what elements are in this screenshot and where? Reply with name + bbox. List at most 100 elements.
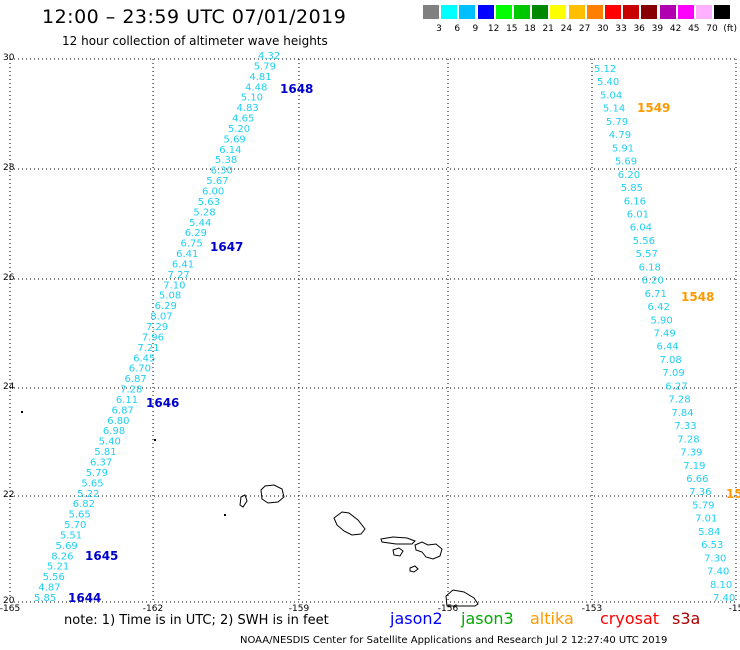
swh-value: 7.84: [671, 408, 693, 419]
swh-value: 7.28: [677, 434, 699, 445]
swh-value: 6.87: [124, 374, 146, 385]
swh-value: 5.38: [215, 155, 237, 166]
swh-value: 7.01: [695, 514, 717, 525]
swh-value: 5.67: [206, 176, 228, 187]
axis-labels: -165 -162 -159 -156 -153 -15 30 28 26 24 22 20: [0, 53, 740, 614]
islet-dot: [21, 411, 23, 413]
swh-value: 5.22: [77, 489, 99, 500]
altimeter-track-west: 4.325.794.814.485.104.834.655.205.696.14…: [34, 51, 313, 605]
swh-value: 6.04: [630, 223, 652, 234]
swh-value: 6.20: [618, 170, 640, 181]
swh-value: 5.85: [621, 183, 643, 194]
swh-value: 5.85: [34, 593, 56, 604]
swh-value: 7.40: [713, 593, 735, 604]
color-scale-label: 39: [651, 24, 664, 34]
molokai-island: [380, 536, 416, 545]
swh-value: 6.80: [107, 416, 129, 427]
islet-dot: [154, 439, 156, 441]
lon-tick-label: -165: [0, 604, 20, 614]
legend-altika: altika: [530, 609, 574, 628]
swh-value: 5.69: [224, 134, 246, 145]
small-islets: [21, 411, 226, 516]
swh-value: 5.79: [606, 117, 628, 128]
swh-value: 7.29: [146, 322, 168, 333]
swh-value: 4.32: [258, 51, 280, 62]
color-scale-label: 42: [669, 24, 682, 34]
hawaii-island: [445, 589, 479, 607]
color-swatch: [514, 5, 530, 19]
altimeter-track-east: 5.12 5.40 5.04 5.14 5.79 4.79 5.91 5.69 6.20 5.85…: [594, 64, 740, 604]
color-swatch: [568, 5, 585, 19]
swh-value: 5.65: [68, 510, 90, 521]
legend-cryosat: cryosat: [600, 609, 660, 628]
swh-value: 6.45: [133, 353, 155, 364]
swh-value: 6.27: [665, 381, 687, 392]
color-swatch: [677, 5, 694, 19]
swh-value: 6.29: [185, 228, 207, 239]
swh-value: 4.48: [245, 82, 267, 93]
color-swatch: [659, 5, 676, 19]
color-scale-label: 12: [487, 24, 500, 34]
swh-value: 6.66: [686, 474, 708, 485]
swh-value: 6.71: [645, 289, 667, 300]
swh-value: 5.79: [692, 500, 714, 511]
swh-value: 5.21: [47, 562, 69, 573]
lat-tick-label: 22: [3, 490, 14, 500]
swh-value: 6.82: [73, 499, 95, 510]
color-scale-label: 21: [542, 24, 554, 34]
swh-value: 6.37: [90, 458, 112, 469]
pass-time-label: 1648: [280, 82, 313, 96]
swh-value: 4.87: [38, 583, 60, 594]
swh-value: 5.63: [198, 197, 220, 208]
color-swatch: [550, 5, 567, 19]
swh-value: 5.90: [651, 315, 673, 326]
swh-value: 6.44: [656, 342, 678, 353]
map-grid: [9, 58, 737, 603]
swh-value: 5.12: [594, 64, 616, 75]
swh-value: 6.14: [219, 145, 241, 156]
swh-value: 6.70: [129, 364, 151, 375]
color-swatch: [623, 5, 640, 19]
swh-value: 6.29: [155, 301, 177, 312]
lanai-island: [392, 547, 404, 557]
swh-value: 5.81: [94, 447, 116, 458]
color-scale-label: 30: [597, 24, 609, 34]
map-title: 12:00 – 23:59 UTC 07/01/2019: [42, 6, 347, 28]
swh-value: 5.79: [254, 61, 276, 72]
swh-value: 5.51: [60, 530, 82, 541]
color-scale-label: 36: [633, 24, 645, 34]
swh-value: 7.36: [689, 487, 711, 498]
swh-value: 4.65: [232, 114, 254, 125]
color-scale-label: 33: [615, 24, 627, 34]
swh-value: 8.26: [51, 551, 73, 562]
color-swatch: [495, 5, 512, 19]
swh-value: 5.44: [189, 218, 211, 229]
lon-tick-label: -15: [729, 604, 740, 614]
lon-tick-label: -156: [438, 604, 459, 614]
swh-value: 6.42: [648, 302, 670, 313]
footer-note: note: 1) Time is in UTC; 2) SWH is in fe…: [64, 613, 329, 628]
swh-value: 4.83: [236, 103, 258, 114]
swh-value: 5.14: [603, 104, 625, 115]
pass-time-label: 1646: [146, 396, 179, 410]
color-scale-label: 9: [472, 24, 479, 34]
pass-time-label: 15: [726, 487, 740, 501]
lat-tick-label: 28: [3, 163, 15, 173]
niihau-island: [239, 494, 248, 508]
swh-value: 5.10: [241, 93, 263, 104]
swh-value: 5.56: [43, 572, 65, 583]
swh-value: 6.11: [116, 395, 138, 406]
swh-value: 6.30: [211, 166, 233, 177]
swh-value: 7.08: [659, 355, 681, 366]
swh-value: 5.91: [612, 143, 634, 154]
swh-value: 5.40: [597, 77, 619, 88]
swh-value: 6.00: [202, 187, 224, 198]
color-swatch: [696, 5, 712, 19]
legend-jason2: jason2: [390, 609, 443, 628]
lat-tick-label: 24: [3, 382, 15, 392]
hawaiian-islands: [239, 484, 479, 607]
swh-value: 6.87: [112, 405, 134, 416]
color-swatch: [441, 5, 458, 19]
color-scale-label: 70: [706, 24, 718, 34]
